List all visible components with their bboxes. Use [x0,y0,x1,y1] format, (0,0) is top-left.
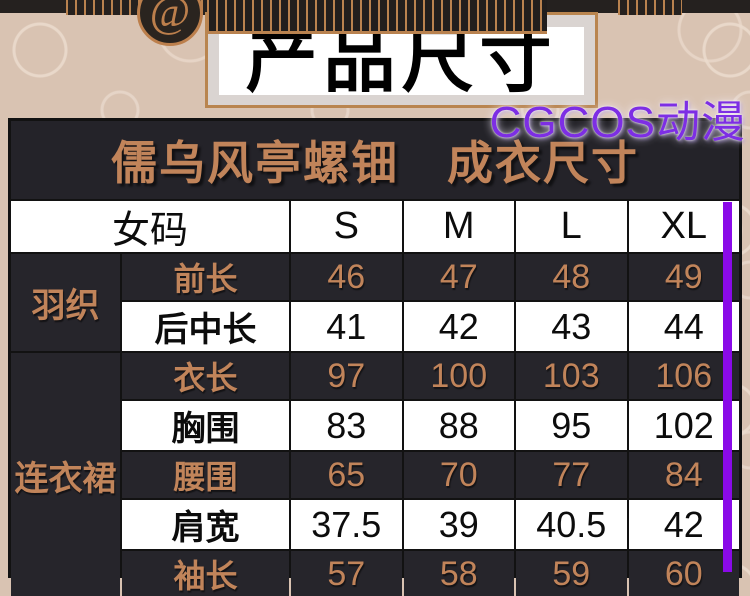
measure-value: 47 [403,254,514,300]
group-label: 羽织 [11,254,120,351]
measure-value: 83 [291,401,402,450]
measure-value: 39 [403,500,514,549]
at-icon: @ [149,0,191,36]
measure-value: 46 [291,254,402,300]
measure-value: 103 [516,353,627,399]
measure-value: 44 [628,302,739,351]
measure-value: 49 [628,254,739,300]
measure-value: 70 [403,452,514,498]
measure-label: 后中长 [122,302,289,351]
measure-value: 65 [291,452,402,498]
size-table-title: 儒乌风亭螺钿 成衣尺寸 [11,121,739,199]
measure-value: 100 [403,353,514,399]
size-header-M: M [403,201,514,252]
size-header-XL: XL [628,201,739,252]
measure-value: 42 [403,302,514,351]
measure-value: 102 [628,401,739,450]
measure-value: 37.5 [291,500,402,549]
measure-value: 84 [628,452,739,498]
size-header-label: 女码 [11,201,289,252]
page-title: 产品尺寸 [245,27,558,95]
title-banner: 产品尺寸 [219,27,584,95]
at-medallion-top: @ [137,0,203,46]
measure-value: 42 [628,500,739,549]
measure-label: 衣长 [122,353,289,399]
cgcos-watermark: CGCOS动漫 [489,98,746,147]
measure-value: 40.5 [516,500,627,549]
measure-value: 57 [291,551,402,596]
measure-value: 59 [516,551,627,596]
measure-value: 48 [516,254,627,300]
measure-label: 肩宽 [122,500,289,549]
size-table-grid: 女码 S M L XL 羽织 前长 46 47 48 49 后中长 41 42 43 44 连衣裙 衣长 97 100… [11,201,739,596]
measure-label: 腰围 [122,452,289,498]
measure-value: 58 [403,551,514,596]
comb-stripes-right [618,0,682,15]
size-table: 儒乌风亭螺钿 成衣尺寸 女码 S M L XL 羽织 前长 46 47 48 49 后中长 41 42 43… [8,118,742,596]
measure-value: 43 [516,302,627,351]
group-label: 连衣裙 [11,353,120,596]
measure-value: 77 [516,452,627,498]
measure-value: 60 [628,551,739,596]
measure-value: 106 [628,353,739,399]
size-header-L: L [516,201,627,252]
purple-divider-line [723,202,732,572]
measure-label: 前长 [122,254,289,300]
measure-label: 胸围 [122,401,289,450]
measure-value: 41 [291,302,402,351]
measure-value: 88 [403,401,514,450]
comb-teeth-banner [207,0,547,34]
measure-value: 97 [291,353,402,399]
size-header-S: S [291,201,402,252]
measure-value: 95 [516,401,627,450]
measure-label: 袖长 [122,551,289,596]
